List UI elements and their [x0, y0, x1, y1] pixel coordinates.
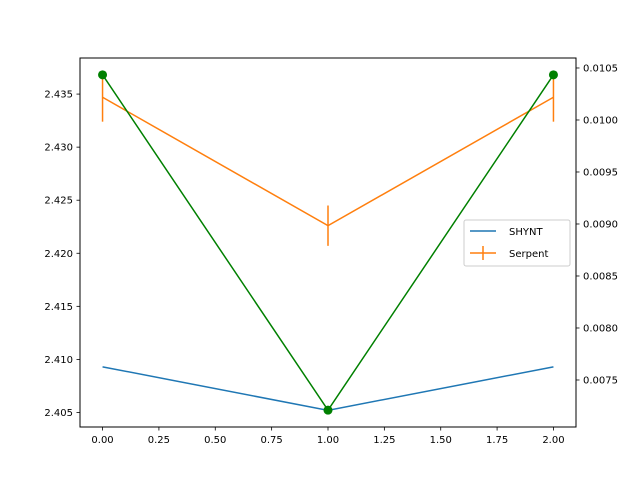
legend: SHYNT Serpent: [463, 219, 571, 267]
marker-series-2-2: [548, 70, 558, 80]
y-left-tick-label: 2.435: [44, 90, 73, 101]
x-tick-label: 0.00: [91, 435, 113, 446]
y-right-tick-label: 0.0095: [583, 167, 618, 178]
y-right-tick-label: 0.0090: [583, 219, 618, 230]
marker-series-2-0: [98, 70, 108, 80]
legend-label-serpent: Serpent: [509, 249, 548, 260]
x-tick-label: 1.00: [317, 435, 339, 446]
marker-series-2-1: [323, 405, 333, 415]
y-right-tick-label: 0.0085: [583, 271, 618, 282]
axes-layer: 0.00 0.25 0.50 0.75 1.00 1.25 1.50 1.75 2.00 2.40…: [44, 57, 618, 446]
x-tick-label: 0.75: [261, 435, 283, 446]
y-left-tick-label: 2.405: [44, 408, 73, 419]
y-left-tick-label: 2.410: [44, 355, 73, 366]
x-tick-label: 1.25: [373, 435, 395, 446]
y-right-tick-label: 0.0080: [583, 323, 618, 334]
x-tick-label: 2.00: [542, 435, 564, 446]
x-tick-label: 0.25: [148, 435, 170, 446]
y-right-tick-label: 0.0075: [583, 375, 618, 386]
y-left-tick-label: 2.425: [44, 196, 73, 207]
y-left-tick-label: 2.430: [44, 143, 73, 154]
series-layer: [98, 70, 558, 415]
y-right-tick-label: 0.0105: [583, 63, 618, 74]
x-tick-label: 0.50: [204, 435, 226, 446]
x-tick-label: 1.75: [486, 435, 508, 446]
y-right-tick-label: 0.0100: [583, 115, 618, 126]
x-tick-label: 1.50: [430, 435, 452, 446]
legend-label-shynt: SHYNT: [509, 227, 543, 238]
y-left-tick-label: 2.420: [44, 249, 73, 260]
y-left-tick-label: 2.415: [44, 302, 73, 313]
